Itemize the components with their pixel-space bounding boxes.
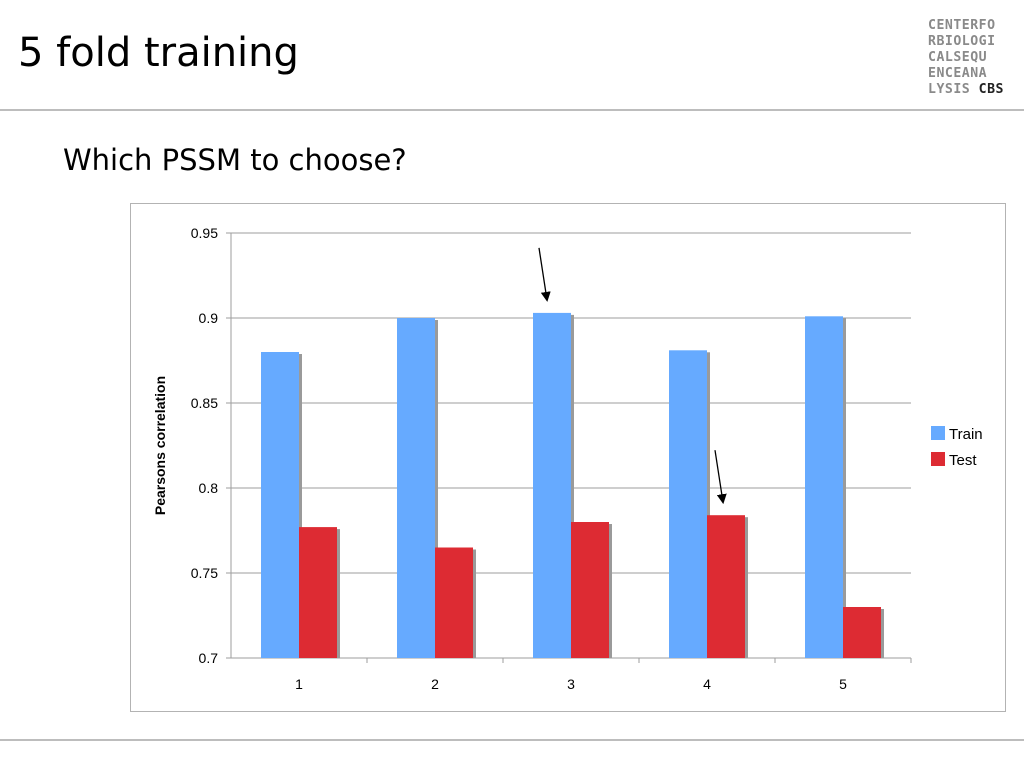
- y-axis-title: Pearsons correlation: [152, 376, 168, 515]
- bar-train: [397, 318, 435, 658]
- y-tick-label: 0.9: [199, 310, 219, 326]
- bar-train: [805, 316, 843, 658]
- y-tick-label: 0.75: [191, 565, 218, 581]
- legend-swatch-test: [931, 452, 945, 466]
- y-tick-label: 0.85: [191, 395, 218, 411]
- header-divider: [0, 109, 1024, 111]
- legend-label-test: Test: [949, 452, 977, 469]
- bar-train: [669, 350, 707, 658]
- logo-line: ENCEANA: [928, 66, 988, 81]
- bar-test: [299, 527, 337, 658]
- bar-train: [261, 352, 299, 658]
- logo-line: CALSEQU: [928, 50, 988, 65]
- x-tick-label: 3: [567, 676, 575, 692]
- y-tick-label: 0.8: [199, 480, 219, 496]
- chart-frame: 0.7 0.75 0.8 0.85 0.9 0.95 1 2 3 4 5 Pearsons corre…: [130, 203, 1006, 712]
- logo-line: RBIOLOGI: [928, 34, 996, 49]
- annotation-arrow: [714, 450, 727, 505]
- logo-brand: CBS: [978, 82, 1004, 97]
- y-tick-label: 0.95: [191, 225, 218, 241]
- bar-test: [843, 607, 881, 658]
- bar-train: [533, 312, 571, 658]
- bar-test: [571, 522, 609, 658]
- x-tick-label: 5: [839, 676, 847, 692]
- bar-test: [707, 515, 745, 658]
- x-tick-label: 1: [295, 676, 303, 692]
- annotation-arrow: [538, 247, 551, 302]
- legend-swatch-train: [931, 426, 945, 440]
- x-tick-label: 2: [431, 676, 439, 692]
- y-tick-label: 0.7: [199, 650, 219, 666]
- legend-label-train: Train: [949, 426, 983, 443]
- slide-subtitle: Which PSSM to choose?: [63, 143, 407, 177]
- footer-divider: [0, 739, 1024, 741]
- bar-test: [435, 547, 473, 658]
- cbs-logo: CENTERFO RBIOLOGI CALSEQU ENCEANA LYSIS …: [928, 18, 1004, 98]
- logo-line: CENTERFO: [928, 18, 996, 33]
- logo-line: LYSIS: [928, 82, 971, 97]
- bar-chart: 0.7 0.75 0.8 0.85 0.9 0.95 1 2 3 4 5 Pearsons corre…: [152, 225, 983, 692]
- x-tick-label: 4: [703, 676, 711, 692]
- logo-line-last: LYSIS CBS: [928, 82, 1004, 98]
- slide-title: 5 fold training: [18, 30, 299, 76]
